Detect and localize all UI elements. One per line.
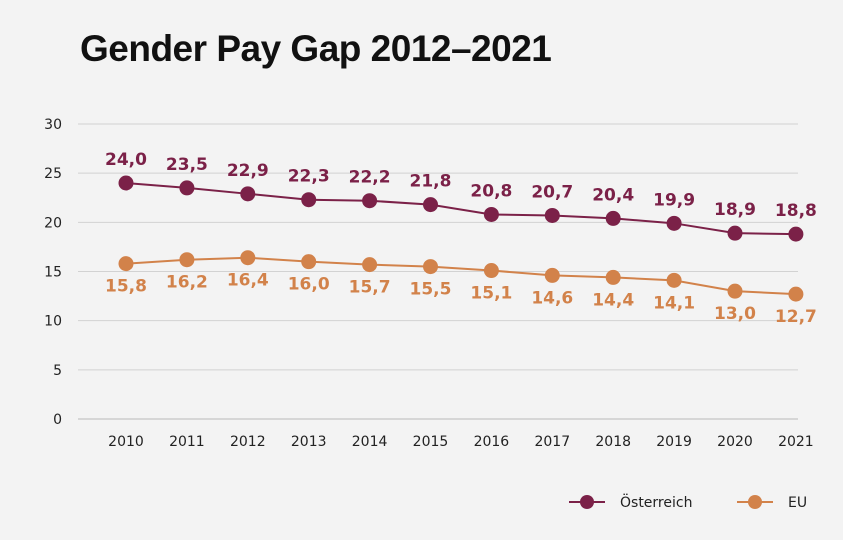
data-label: 18,9 <box>714 200 756 220</box>
data-point <box>423 197 438 213</box>
data-label: 23,5 <box>166 155 208 175</box>
data-label: 18,8 <box>775 201 817 221</box>
legend-item: Österreich <box>569 493 692 511</box>
series-line <box>125 182 796 236</box>
data-point <box>118 175 134 191</box>
data-label: 21,8 <box>410 172 452 192</box>
data-point <box>544 207 560 223</box>
legend-label: EU <box>788 495 807 511</box>
data-point <box>666 272 682 288</box>
x-tick-label: 2013 <box>291 434 327 450</box>
x-tick-label: 2014 <box>352 434 388 450</box>
data-point <box>605 210 621 226</box>
x-tick-label: 2019 <box>656 434 692 450</box>
y-tick-label: 30 <box>44 117 62 133</box>
series-line <box>125 256 796 296</box>
data-point <box>362 257 378 273</box>
data-point <box>788 226 804 242</box>
data-point <box>301 254 317 270</box>
data-point <box>727 283 743 299</box>
data-point <box>544 267 560 283</box>
x-tick-label: 2017 <box>534 434 570 450</box>
data-label: 16,0 <box>288 275 330 295</box>
data-label: 14,6 <box>531 288 573 308</box>
x-axis-ticks: 2010 2011 2012 2013 2014 2015 2016 2017 2018 2019… <box>108 434 814 450</box>
x-tick-label: 2010 <box>108 434 144 450</box>
data-label: 22,3 <box>288 167 330 187</box>
y-tick-label: 10 <box>44 314 62 330</box>
y-tick-label: 25 <box>44 166 62 182</box>
y-tick-label: 20 <box>44 215 62 231</box>
series-oesterreich: 24,0 23,5 22,9 22,3 22,2 21,8 20,8 20,7 20,4 19,9… <box>105 150 817 242</box>
data-label: 22,9 <box>227 161 269 181</box>
legend-marker <box>580 495 594 509</box>
data-label: 15,5 <box>410 280 452 300</box>
data-label: 19,9 <box>653 190 695 210</box>
data-point <box>727 225 743 241</box>
data-point <box>240 250 256 266</box>
x-tick-label: 2018 <box>595 434 631 450</box>
data-label: 20,4 <box>592 185 634 205</box>
data-point <box>483 263 499 279</box>
y-tick-label: 5 <box>53 363 62 379</box>
data-label: 20,7 <box>531 182 573 202</box>
data-label: 16,4 <box>227 271 269 291</box>
data-label: 22,2 <box>349 168 391 188</box>
legend-item: EU <box>737 495 807 511</box>
data-point <box>423 259 438 275</box>
y-tick-label: 0 <box>53 412 62 428</box>
data-point <box>179 180 195 196</box>
legend: Österreich EU <box>569 493 807 511</box>
data-label: 24,0 <box>105 150 147 170</box>
legend-label: Österreich <box>620 493 692 511</box>
y-tick-label: 15 <box>44 265 62 281</box>
data-point <box>788 286 804 302</box>
data-point <box>362 193 378 209</box>
data-label: 16,2 <box>166 273 208 293</box>
data-point <box>666 215 682 231</box>
x-tick-label: 2012 <box>230 434 266 450</box>
series-layer: 24,0 23,5 22,9 22,3 22,2 21,8 20,8 20,7 20,4 19,9… <box>105 150 817 327</box>
x-tick-label: 2011 <box>169 434 205 450</box>
data-point <box>605 269 621 285</box>
data-label: 15,8 <box>105 277 147 297</box>
data-label: 12,7 <box>775 307 817 327</box>
legend-marker <box>748 495 762 509</box>
data-point <box>240 186 256 202</box>
data-label: 15,1 <box>470 284 512 304</box>
chart-title: Gender Pay Gap 2012–2021 <box>80 28 552 69</box>
series-eu: 15,8 16,2 16,4 16,0 15,7 15,5 15,1 14,6 14,4 14,1… <box>105 250 817 327</box>
x-tick-label: 2021 <box>778 434 814 450</box>
y-axis-ticks: 0 5 10 15 20 25 30 <box>44 117 62 428</box>
data-label: 13,0 <box>714 304 756 324</box>
data-label: 14,1 <box>653 293 695 313</box>
data-label: 14,4 <box>592 290 634 310</box>
x-tick-label: 2015 <box>413 434 449 450</box>
data-point <box>118 256 134 272</box>
data-point <box>301 192 317 208</box>
data-point <box>179 252 195 268</box>
x-tick-label: 2016 <box>474 434 510 450</box>
x-tick-label: 2020 <box>717 434 753 450</box>
data-label: 15,7 <box>349 278 391 298</box>
data-point <box>483 206 499 222</box>
gridlines <box>78 123 798 420</box>
data-label: 20,8 <box>470 181 512 201</box>
